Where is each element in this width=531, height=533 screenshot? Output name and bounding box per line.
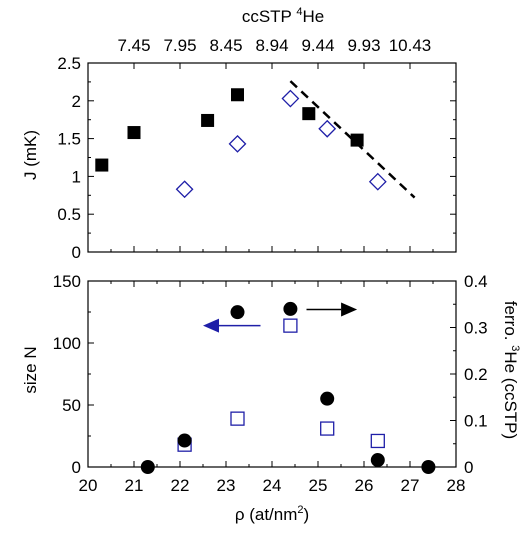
top-y-tick-label: 0.5 [57, 205, 81, 224]
bottom-right-y-tick-label: 0.4 [464, 272, 488, 291]
top-axis-tick-label: 9.93 [347, 36, 380, 55]
dashed-fit-line [289, 80, 416, 199]
top-axis-title: ccSTP 4He [242, 6, 324, 26]
filled-square-point [201, 113, 215, 127]
top-y-axis-title: J (mK) [21, 130, 40, 180]
bottom-x-tick-label: 21 [125, 476, 144, 495]
bottom-x-tick-label: 20 [79, 476, 98, 495]
top-axis-tick-label: 10.43 [389, 36, 432, 55]
open-diamond-point [281, 89, 300, 108]
open-diamond-point [368, 172, 387, 191]
bottom-x-tick-label: 28 [447, 476, 466, 495]
open-diamond-point [318, 119, 337, 138]
bottom-x-tick-label: 27 [401, 476, 420, 495]
filled-circle-point [370, 453, 385, 468]
filled-square-point [350, 133, 364, 147]
bottom-right-axis-title: ferro. 3He (ccSTP) [501, 301, 521, 439]
filled-square-point [95, 158, 109, 172]
top-axis-tick-label: 7.95 [163, 36, 196, 55]
bottom-x-tick-label: 24 [263, 476, 282, 495]
bottom-y-tick-label: 50 [62, 396, 81, 415]
filled-circle-point [140, 460, 155, 474]
top-axis-tick-label: 8.45 [209, 36, 242, 55]
top-y-tick-label: 2 [72, 92, 81, 111]
top-y-tick-label: 0 [72, 243, 81, 262]
bottom-right-y-tick-label: 0.3 [464, 319, 488, 338]
bottom-y-tick-label: 100 [53, 334, 81, 353]
open-square-point [283, 318, 298, 333]
filled-circle-point [320, 391, 335, 406]
arrow-head-left [203, 318, 219, 333]
bottom-right-y-tick-label: 0.2 [464, 365, 488, 384]
open-square-point [230, 411, 245, 426]
open-diamond-point [228, 134, 247, 153]
filled-circle-point [230, 305, 245, 320]
top-y-tick-label: 2.5 [57, 54, 81, 73]
open-square-point [320, 421, 335, 436]
top-panel: 7.45 7.95 8.45 8.94 9.44 9.93 10.43 0 0.5 1 1.5 2 2.… [57, 36, 457, 262]
top-y-tick-label: 1.5 [57, 130, 81, 149]
bottom-x-tick-label: 22 [171, 476, 190, 495]
bottom-y-axis-title: size N [21, 346, 40, 393]
top-axis-tick-label: 7.45 [117, 36, 150, 55]
bottom-plot-frame [87, 280, 457, 468]
arrow-head-right [341, 302, 358, 317]
filled-square-point [302, 107, 316, 121]
bottom-right-y-tick-label: 0 [464, 458, 473, 477]
top-y-tick-label: 1 [72, 167, 81, 186]
bottom-x-tick-label: 23 [217, 476, 236, 495]
bottom-y-tick-label: 0 [72, 458, 81, 477]
bottom-x-tick-label: 26 [355, 476, 374, 495]
open-square-point [370, 433, 385, 449]
bottom-x-tick-label: 25 [309, 476, 328, 495]
bottom-y-tick-label: 150 [53, 272, 81, 291]
top-axis-tick-label: 8.94 [255, 36, 288, 55]
top-axis-tick-label: 9.44 [301, 36, 334, 55]
bottom-right-y-tick-label: 0.1 [464, 412, 488, 431]
filled-circle-point [177, 433, 192, 448]
filled-square-point [127, 126, 141, 140]
open-diamond-point [175, 180, 194, 199]
top-plot-frame [87, 62, 457, 253]
filled-circle-point [283, 301, 298, 316]
filled-circle-point [421, 460, 436, 474]
x-axis-title: ρ (at/nm2) [235, 504, 309, 524]
filled-square-point [231, 88, 244, 102]
